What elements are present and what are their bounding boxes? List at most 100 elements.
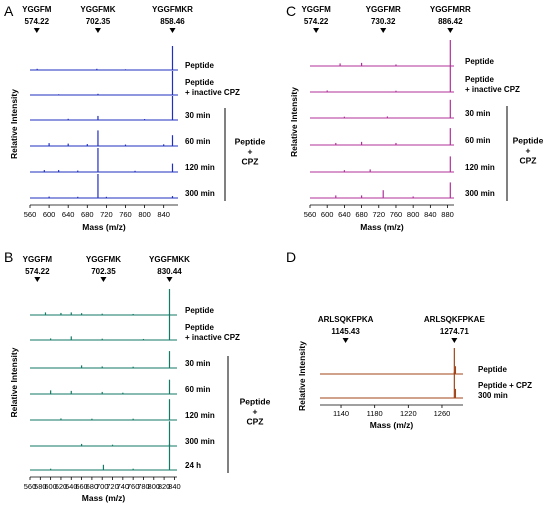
peak-label-mass: 886.42 [438, 17, 463, 26]
spectrum-label: Peptide [478, 365, 507, 374]
x-tick-label: 680 [355, 210, 368, 219]
peak-label-name: YGGFM [22, 5, 52, 14]
spectrum-label: 120 min [465, 163, 495, 172]
peak-label-name: YGGFMR [366, 5, 401, 14]
x-tick-label: 720 [373, 210, 386, 219]
peak-arrow-icon [342, 338, 349, 343]
peak-arrow-icon [313, 28, 320, 33]
spectrum-label: 300 min [478, 391, 508, 400]
spectrum-label: + inactive CPZ [465, 85, 520, 94]
x-tick-label: 560 [24, 482, 37, 491]
spectrum-label: Peptide [185, 323, 214, 332]
x-axis-label: Mass (m/z) [82, 222, 126, 232]
x-tick-label: 800 [138, 210, 151, 219]
x-tick-label: 840 [168, 482, 181, 491]
spectrum-label: Peptide [185, 78, 214, 87]
peak-label-mass: 1145.43 [331, 327, 360, 336]
x-tick-label: 640 [62, 210, 75, 219]
x-axis: 5605806006206406606807007207407607808008… [24, 476, 181, 503]
spectrum-label: 60 min [185, 137, 210, 146]
peak-label-name: YGGFM [301, 5, 331, 14]
peak-label-mass: 574.22 [304, 17, 329, 26]
x-tick-label: 640 [338, 210, 351, 219]
spectrum-label: 30 min [465, 109, 490, 118]
x-tick-label: 560 [304, 210, 317, 219]
x-axis: 1140 1180 1220 1260 Mass (m/z) [320, 404, 463, 430]
spectrum-row: 60 min [30, 130, 210, 147]
x-tick-label: 660 [75, 482, 88, 491]
x-axis: 560 600 640 680 720 760 800 840 Mass (m/z) [24, 204, 178, 232]
peak-arrow-icon [34, 277, 41, 282]
y-axis-label: Relative Intensity [9, 347, 19, 417]
peak-label-mass: 730.32 [371, 17, 396, 26]
x-tick-label: 800 [148, 482, 161, 491]
x-tick-label: 680 [81, 210, 94, 219]
peak-arrow-icon [33, 28, 40, 33]
x-tick-label: 640 [65, 482, 78, 491]
x-tick-label: 780 [137, 482, 150, 491]
panel-letter: D [286, 249, 296, 265]
x-tick-label: 1140 [333, 409, 349, 418]
spectrum-label: 24 h [185, 461, 201, 470]
spectrum-label: 300 min [465, 189, 495, 198]
peak-label-mass: 702.35 [91, 267, 116, 276]
x-tick-label: 880 [441, 210, 454, 219]
spectrum-row: Peptide [320, 348, 507, 375]
peak-label-name: YGGFM [23, 255, 53, 264]
x-tick-label: 760 [119, 210, 132, 219]
peak-label-name: YGGFMK [86, 255, 121, 264]
peak-label-name: YGGFMRR [430, 5, 471, 14]
y-axis-label: Relative Intensity [289, 87, 299, 157]
spectrum-label: Peptide + CPZ [478, 381, 532, 390]
spectrum-row: 60 min [310, 128, 490, 146]
x-tick-label: 720 [100, 210, 113, 219]
spectrum-label: Peptide [465, 57, 494, 66]
bracket-label: Peptide [240, 397, 271, 407]
x-tick-label: 1220 [400, 409, 417, 418]
spectrum-row: Peptide+ inactive CPZ [30, 314, 240, 342]
peak-label-mass: 574.22 [25, 17, 50, 26]
peak-arrow-icon [451, 338, 458, 343]
bracket-label: CPZ [520, 156, 537, 166]
spectrum-row: Peptide [30, 289, 214, 316]
bracket-label: Peptide [235, 137, 266, 147]
spectrum-label: 120 min [185, 163, 215, 172]
spectrum-row: 120 min [30, 399, 215, 421]
peak-arrow-icon [447, 28, 454, 33]
panel-a: A YGGFM 574.22 YGGFMK 702.35 YGGFMKR 858.46 Pep… [4, 3, 266, 232]
peak-label-mass: 858.46 [160, 17, 185, 26]
peak-arrow-icon [94, 28, 101, 33]
panel-c: C YGGFM 574.22 YGGFMR 730.32 YGGFMRR 886.42 Pep… [286, 3, 544, 232]
spectrum-label: 30 min [185, 359, 210, 368]
peak-label-name: ARLSQKFPKAE [424, 315, 486, 324]
x-tick-label: 840 [157, 210, 170, 219]
spectrum-row: 30 min [30, 96, 210, 121]
spectrum-label: 30 min [185, 111, 210, 120]
peak-arrow-icon [166, 277, 173, 282]
panel-letter: B [4, 249, 13, 265]
spectrum-label: 300 min [185, 189, 215, 198]
x-tick-label: 700 [96, 482, 109, 491]
x-tick-label: 1260 [434, 409, 451, 418]
spectrum-row: 300 min [30, 421, 215, 447]
bracket-label: Peptide [513, 136, 544, 146]
spectrum-row: 120 min [310, 156, 495, 173]
x-axis-label: Mass (m/z) [82, 493, 126, 503]
spectrum-label: + inactive CPZ [185, 88, 240, 97]
spectrum-row: Peptide [310, 40, 494, 67]
spectrum-row: 300 min [30, 174, 215, 199]
peak-label-mass: 1274.71 [440, 327, 469, 336]
spectrum-row: 30 min [30, 351, 210, 369]
bracket-label: + [253, 407, 258, 417]
bracket-label: + [248, 147, 253, 157]
x-tick-label: 580 [34, 482, 47, 491]
peak-arrow-icon [380, 28, 387, 33]
x-tick-label: 620 [55, 482, 68, 491]
panel-letter: A [4, 3, 14, 19]
x-axis-label: Mass (m/z) [370, 420, 414, 430]
x-axis-label: Mass (m/z) [360, 222, 404, 232]
spectrum-row: 30 min [310, 99, 490, 119]
spectrum-row: Peptide [30, 46, 214, 71]
peak-label-name: ARLSQKFPKA [318, 315, 374, 324]
